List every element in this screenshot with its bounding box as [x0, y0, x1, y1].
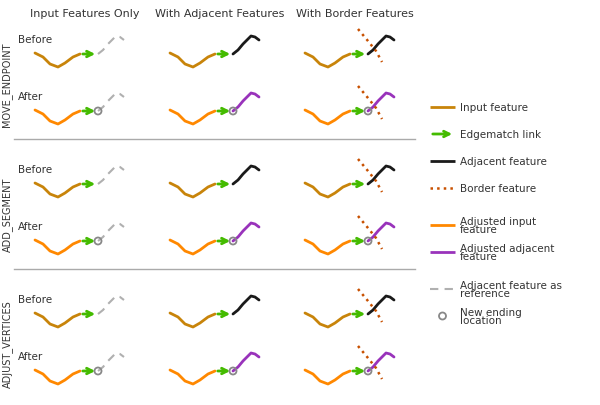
- Text: With Adjacent Features: With Adjacent Features: [155, 9, 284, 19]
- Text: MOVE_ENDPOINT: MOVE_ENDPOINT: [2, 42, 13, 126]
- Text: Before: Before: [18, 35, 52, 45]
- Text: Input feature: Input feature: [460, 103, 528, 113]
- Text: Adjacent feature as: Adjacent feature as: [460, 280, 562, 290]
- Text: Adjacent feature: Adjacent feature: [460, 157, 547, 166]
- Text: Border feature: Border feature: [460, 183, 536, 194]
- Text: Input Features Only: Input Features Only: [30, 9, 140, 19]
- Text: Before: Before: [18, 164, 52, 175]
- Text: location: location: [460, 315, 502, 325]
- Text: After: After: [18, 92, 43, 102]
- Text: Edgematch link: Edgematch link: [460, 130, 541, 140]
- Text: reference: reference: [460, 288, 510, 298]
- Text: Adjusted input: Adjusted input: [460, 216, 536, 226]
- Text: After: After: [18, 351, 43, 361]
- Text: Adjusted adjacent: Adjusted adjacent: [460, 243, 554, 254]
- Text: ADD_SEGMENT: ADD_SEGMENT: [2, 177, 13, 251]
- Text: Before: Before: [18, 294, 52, 304]
- Text: New ending: New ending: [460, 307, 522, 317]
- Text: feature: feature: [460, 224, 498, 234]
- Text: ADJUST_VERTICES: ADJUST_VERTICES: [2, 300, 13, 388]
- Text: feature: feature: [460, 252, 498, 261]
- Text: After: After: [18, 222, 43, 231]
- Text: With Border Features: With Border Features: [296, 9, 414, 19]
